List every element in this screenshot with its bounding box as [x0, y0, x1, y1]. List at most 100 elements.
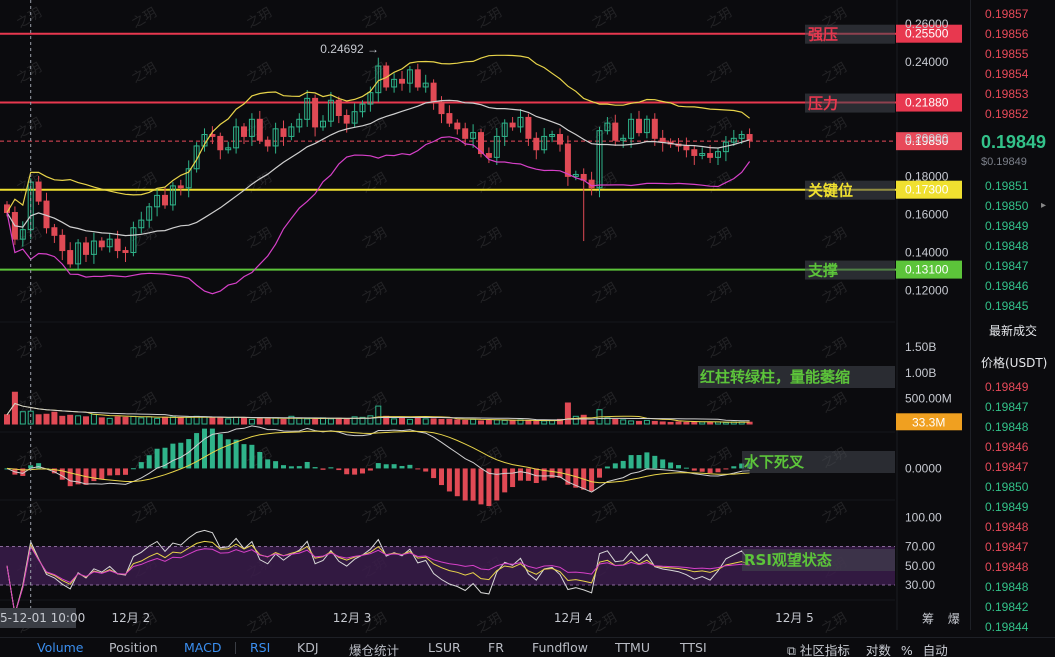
indicator-tab[interactable]: MACD	[184, 640, 222, 655]
price-tick-label: 0.18000	[905, 169, 949, 183]
indicator-tab[interactable]: TTMU	[615, 640, 650, 655]
liquidation-label[interactable]: 爆	[947, 612, 960, 626]
auto-scale-toggle[interactable]: 自动	[922, 643, 948, 657]
volume-bar	[430, 418, 437, 425]
macd-dif-line	[6, 425, 750, 493]
trade-price: 0.19847	[985, 540, 1029, 554]
macd-histogram-bar	[723, 468, 729, 470]
macd-pane: 0.0000	[4, 425, 942, 507]
macd-histogram-bar	[668, 462, 674, 469]
volume-bar	[691, 421, 698, 425]
macd-histogram-bar	[691, 468, 697, 471]
macd-histogram-bar	[565, 468, 571, 485]
candle-body	[288, 126, 295, 137]
ask-price: 0.19856	[985, 27, 1029, 41]
macd-histogram-bar	[154, 448, 160, 469]
volume-bar	[177, 417, 184, 425]
bollinger-middle-line	[6, 99, 750, 237]
volume-bar	[533, 420, 540, 425]
price-level-label: 压力	[808, 95, 838, 113]
volume-bar	[462, 419, 469, 425]
chips-label[interactable]: 筹	[922, 612, 935, 626]
trade-price: 0.19849	[985, 500, 1029, 514]
trade-price: 0.19848	[985, 560, 1029, 574]
percent-toggle[interactable]: %	[900, 643, 913, 657]
bollinger-lower-line	[6, 136, 751, 295]
macd-histogram-bar	[51, 468, 57, 474]
macd-histogram-bar	[573, 468, 579, 488]
macd-histogram-bar	[115, 468, 121, 476]
toolbar-divider	[235, 642, 236, 654]
macd-histogram-bar	[391, 464, 397, 469]
volume-bar	[557, 418, 563, 425]
candle-body	[367, 92, 374, 105]
candle-body	[90, 240, 97, 255]
macd-histogram-bar	[257, 451, 263, 469]
bid-price: 0.19845	[985, 299, 1029, 313]
community-indicators-button[interactable]: ⧉ 社区指标	[787, 643, 850, 657]
candle-body	[130, 227, 137, 253]
macd-histogram-bar	[20, 468, 26, 476]
candle-body	[343, 114, 350, 124]
volume-bar	[83, 416, 89, 425]
volume-bar	[572, 415, 579, 425]
candle-body	[628, 118, 635, 139]
volume-pane: 1.50B 1.00B 500.00M 33.3M	[4, 340, 962, 431]
volume-bar	[636, 420, 642, 425]
macd-histogram-bar	[28, 465, 34, 469]
candle-body	[438, 101, 445, 115]
volume-bar	[162, 416, 168, 425]
candle-body	[596, 130, 603, 189]
volume-bar	[27, 410, 34, 425]
ask-price: 0.19852	[985, 107, 1029, 121]
volume-bar	[651, 420, 658, 425]
candle-body	[399, 78, 405, 84]
macd-histogram-bar	[304, 461, 310, 469]
indicator-tab[interactable]: Position	[109, 640, 158, 655]
expand-arrow-icon[interactable]: ▸	[1041, 200, 1047, 211]
candle-body	[564, 143, 571, 177]
macd-histogram-bar	[597, 468, 602, 478]
time-axis: 12月 2 12月 3 12月 4 12月 5 5-12-01 10:00	[0, 608, 814, 628]
candle-body	[636, 118, 642, 134]
volume-bar	[414, 416, 421, 425]
macd-histogram-bar	[36, 463, 42, 469]
volume-bar	[588, 420, 595, 425]
indicator-tab[interactable]: TTSI	[680, 640, 707, 655]
indicator-tab[interactable]: Fundflow	[532, 640, 589, 655]
indicator-tab[interactable]: FR	[488, 640, 504, 655]
trades-title[interactable]: 最新成交	[989, 324, 1038, 338]
price-level-tag	[896, 24, 962, 43]
macd-histogram-bar	[241, 444, 247, 469]
price-level-label-bg	[805, 24, 895, 44]
macd-histogram-bar	[123, 468, 128, 475]
bid-price: 0.19846	[985, 279, 1029, 293]
indicator-toolbar: Volume Position MACD RSI KDJ 爆仓统计 LSUR FR Fundfl…	[0, 637, 1055, 657]
indicator-tab[interactable]: Volume	[37, 640, 84, 655]
candle-body	[414, 69, 421, 88]
volume-current-tag	[896, 413, 962, 431]
price-axis: 0.26000 0.24000 0.20000 0.18000 0.16000 0.140…	[30, 0, 949, 608]
macd-histogram-bar	[328, 467, 334, 469]
volume-ma-line	[6, 402, 750, 422]
indicator-tab[interactable]: LSUR	[428, 640, 461, 655]
volume-bar	[667, 421, 674, 425]
macd-histogram-bar	[383, 464, 389, 469]
indicator-tab[interactable]: RSI	[250, 640, 271, 655]
volume-bar	[114, 416, 121, 425]
candle-body	[162, 194, 168, 206]
candle-body	[557, 134, 563, 145]
indicator-tab[interactable]: 爆仓统计	[349, 643, 400, 657]
volume-bar	[169, 416, 176, 425]
candle-body	[683, 145, 690, 151]
candle-body	[177, 185, 184, 189]
volume-bar	[217, 417, 224, 425]
indicator-tab[interactable]: KDJ	[297, 640, 319, 655]
candle-body	[19, 229, 26, 240]
macd-histogram-bar	[478, 468, 484, 505]
candle-body	[83, 242, 89, 255]
last-price-usd: $0.19849	[981, 156, 1027, 168]
log-scale-toggle[interactable]: 对数	[865, 643, 891, 657]
macd-histogram-bar	[525, 468, 531, 481]
